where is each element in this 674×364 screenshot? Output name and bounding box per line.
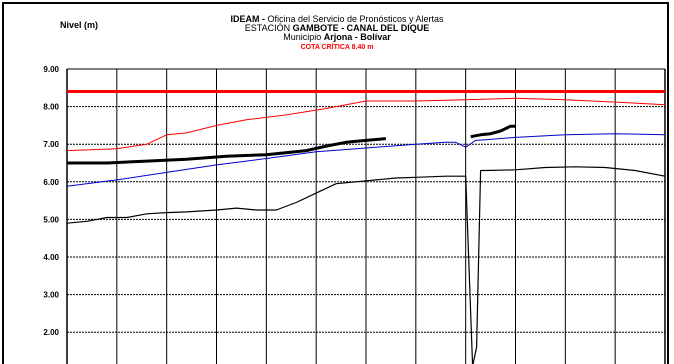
series-line-current2: [470, 124, 516, 139]
y-tick-label: 8.00: [43, 103, 59, 112]
station-prefix: ESTACIÓN: [244, 23, 291, 33]
series-line-middle: [66, 133, 666, 187]
municipality-name: Arjona - Bolívar: [323, 32, 391, 42]
y-tick-label: 6.00: [43, 178, 59, 187]
y-tick-label: 2.00: [43, 328, 59, 337]
title-line-2: ESTACIÓN GAMBOTE - CANAL DEL DIQUE: [0, 23, 674, 33]
y-tick-label: 9.00: [43, 65, 59, 74]
station-name: GAMBOTE - CANAL DEL DIQUE: [292, 23, 430, 33]
critical-level-label: COTA CRÍTICA 8.40 m: [300, 44, 374, 51]
municipality-prefix: Municipio: [283, 32, 322, 42]
y-tick-label: 7.00: [43, 140, 59, 149]
series-line-lower: [66, 166, 666, 364]
title-line-4: COTA CRÍTICA 8.40 m: [0, 41, 674, 53]
title-line-3: Municipio Arjona - Bolívar: [0, 32, 674, 42]
y-axis-label: Nivel (m): [60, 20, 99, 30]
title-office: Oficina del Servicio de Pronósticos y Al…: [267, 14, 444, 24]
series-line-current: [67, 137, 387, 165]
y-tick-label: 4.00: [43, 253, 59, 262]
title-org: IDEAM -: [230, 14, 265, 24]
y-tick-label: 3.00: [43, 291, 59, 300]
y-tick-label: 5.00: [43, 215, 59, 224]
series-line-upper: [66, 97, 666, 152]
title-line-1: IDEAM - Oficina del Servicio de Pronósti…: [0, 14, 674, 24]
